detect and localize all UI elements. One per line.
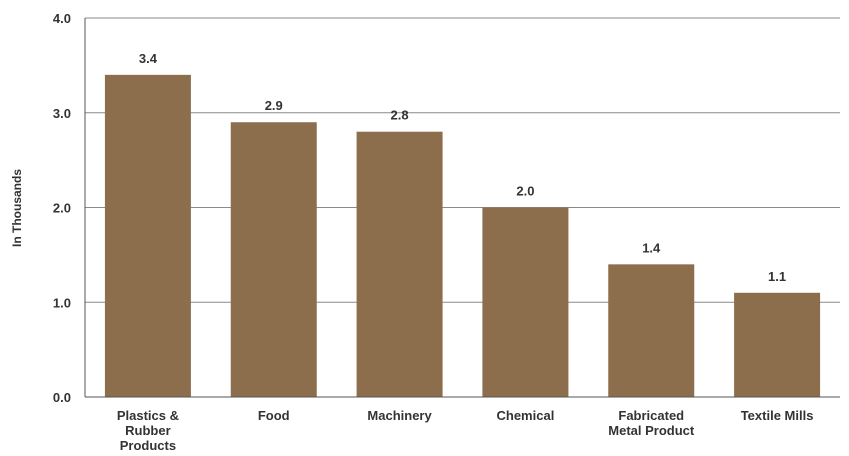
category-label: Food <box>258 408 290 423</box>
y-tick-label: 3.0 <box>53 106 71 121</box>
bar <box>104 74 191 397</box>
y-tick-label: 4.0 <box>53 11 71 26</box>
gridlines <box>85 17 840 303</box>
category-label: Machinery <box>367 408 432 423</box>
category-label: Chemical <box>497 408 555 423</box>
category-label: Fabricated Metal Product <box>608 408 695 438</box>
value-label: 2.8 <box>391 108 409 123</box>
axes <box>84 18 840 398</box>
category-label: Plastics & Rubber Products <box>117 408 179 453</box>
category-label: Textile Mills <box>741 408 814 423</box>
y-tick-labels: 0.0 1.0 2.0 3.0 4.0 <box>53 11 71 405</box>
bar <box>608 264 695 397</box>
bar <box>356 131 443 397</box>
y-tick-label: 0.0 <box>53 390 71 405</box>
value-label: 1.4 <box>642 240 661 255</box>
bar <box>734 292 821 397</box>
y-axis-title: In Thousands <box>10 169 24 247</box>
value-label: 2.0 <box>516 184 534 199</box>
bar <box>230 122 317 397</box>
category-labels: Plastics & Rubber Products Food Machinery Che… <box>117 408 814 453</box>
value-label: 2.9 <box>265 98 283 113</box>
value-label: 1.1 <box>768 269 786 284</box>
bars <box>104 74 821 397</box>
bar <box>482 207 569 397</box>
value-label: 3.4 <box>139 51 158 66</box>
y-tick-label: 2.0 <box>53 201 71 216</box>
y-tick-label: 1.0 <box>53 295 71 310</box>
value-labels: 3.4 2.9 2.8 2.0 1.4 1.1 <box>139 51 786 284</box>
